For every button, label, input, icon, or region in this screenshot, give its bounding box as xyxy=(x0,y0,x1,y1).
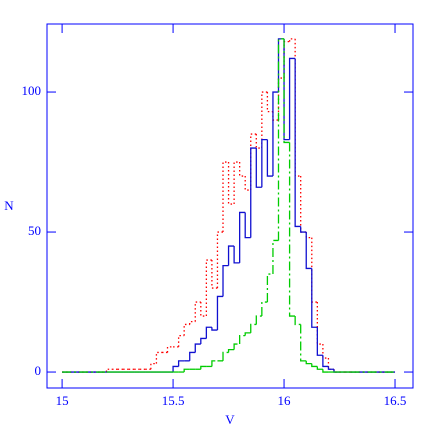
histogram-step xyxy=(205,326,212,339)
histogram-step xyxy=(183,368,190,373)
histogram-step xyxy=(327,366,334,370)
histogram-step xyxy=(327,358,334,370)
histogram-step xyxy=(322,355,329,368)
histogram-step xyxy=(300,226,307,233)
histogram-step xyxy=(233,343,240,350)
histogram-step xyxy=(194,343,201,353)
histogram-step xyxy=(322,369,329,373)
histogram-step xyxy=(172,365,179,373)
histogram-step xyxy=(239,162,246,177)
histogram-step xyxy=(288,142,296,317)
histogram-step xyxy=(272,111,279,121)
histogram-step xyxy=(305,232,312,239)
histogram-step xyxy=(189,320,196,325)
histogram-step xyxy=(322,344,329,359)
histogram-step xyxy=(239,211,246,263)
y-tick-label: 0 xyxy=(35,363,42,378)
x-tick-label: 16.5 xyxy=(384,393,407,408)
plot-frame xyxy=(46,23,414,389)
histogram-step xyxy=(261,301,268,317)
histogram-step xyxy=(244,332,251,336)
histogram-step xyxy=(105,368,113,373)
histogram-step xyxy=(294,38,301,177)
histogram-step xyxy=(283,38,290,144)
histogram-step xyxy=(189,351,196,361)
y-axis-label: N xyxy=(4,198,14,213)
histogram-step xyxy=(166,346,174,353)
histogram-step xyxy=(311,363,318,368)
histogram-step xyxy=(272,91,279,177)
histogram-step xyxy=(277,38,285,241)
histogram-step xyxy=(316,327,323,356)
histogram-step xyxy=(294,58,301,228)
histogram-step xyxy=(300,324,307,362)
histogram-step xyxy=(233,246,240,264)
x-axis-label: V xyxy=(225,412,235,427)
histogram-step xyxy=(227,348,235,353)
histogram-step xyxy=(227,162,235,205)
histogram-step xyxy=(222,351,229,361)
histogram-step xyxy=(200,337,207,345)
histogram-step xyxy=(288,57,296,140)
histogram-step xyxy=(216,231,224,289)
histogram-step xyxy=(183,323,190,336)
histogram-step xyxy=(277,77,285,121)
histogram-step xyxy=(177,334,185,347)
histogram-step xyxy=(255,315,262,325)
histogram-step xyxy=(250,147,257,238)
histogram-step xyxy=(283,38,290,141)
histogram-step xyxy=(272,239,279,275)
histogram-step xyxy=(239,334,246,345)
histogram-step xyxy=(194,301,201,322)
histogram-step xyxy=(150,362,157,370)
histogram-step xyxy=(316,302,323,345)
histogram-step xyxy=(288,38,296,42)
histogram-step xyxy=(300,176,307,233)
histogram-step xyxy=(155,351,162,364)
histogram-step xyxy=(266,92,273,113)
histogram-step xyxy=(283,40,290,79)
histogram-step xyxy=(205,259,212,317)
histogram-step xyxy=(211,327,218,331)
histogram-step xyxy=(250,133,257,191)
histogram-step xyxy=(177,360,185,367)
histogram-step xyxy=(211,260,218,289)
histogram-step xyxy=(216,295,224,331)
histogram-step xyxy=(250,323,257,333)
histogram-step xyxy=(311,268,318,328)
y-tick-label: 100 xyxy=(22,83,42,98)
histogram-step xyxy=(211,360,218,367)
histogram-step xyxy=(255,148,262,188)
histogram-step xyxy=(200,302,207,317)
histogram-step xyxy=(244,212,251,239)
x-tick-label: 15.5 xyxy=(162,393,185,408)
histogram-step xyxy=(277,38,285,93)
histogram-step xyxy=(222,161,229,233)
histogram-step xyxy=(233,161,240,205)
histogram-step xyxy=(261,138,268,188)
histogram-step xyxy=(305,360,312,365)
histogram-step xyxy=(294,316,301,326)
histogram-step xyxy=(200,365,207,370)
histogram-step xyxy=(266,273,273,303)
histogram-step xyxy=(244,176,251,191)
y-tick-label: 50 xyxy=(28,223,41,238)
histogram-step xyxy=(316,366,323,370)
histogram-step xyxy=(222,264,229,297)
x-tick-label: 16 xyxy=(278,393,292,408)
histogram-step xyxy=(266,139,273,177)
x-tick-label: 15 xyxy=(56,393,69,408)
histogram-step xyxy=(305,232,312,270)
histogram-step xyxy=(311,237,318,303)
histogram-step xyxy=(255,134,262,149)
histogram-step xyxy=(227,245,235,266)
